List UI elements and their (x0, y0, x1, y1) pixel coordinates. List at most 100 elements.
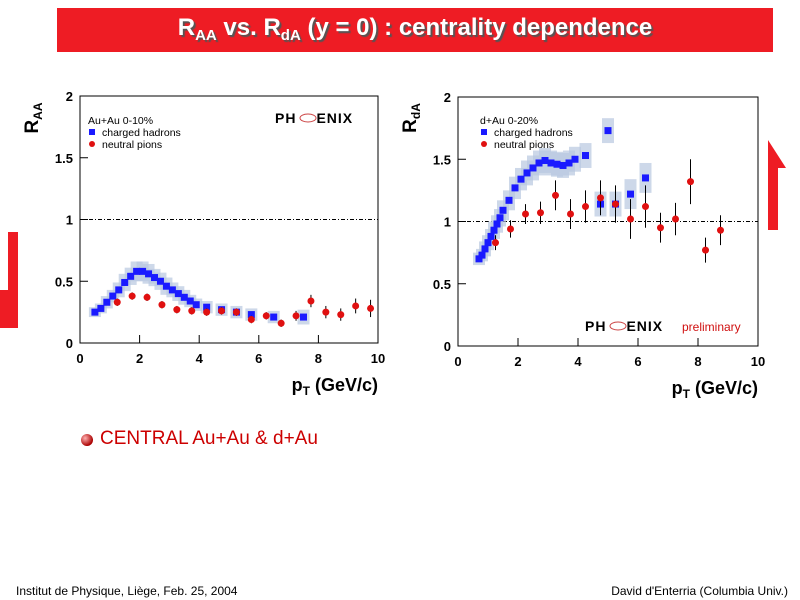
title-sub: AA (195, 27, 217, 44)
point (173, 306, 181, 314)
x-tick-label: 2 (514, 354, 521, 369)
label-sub: dA (409, 103, 423, 119)
point (642, 203, 649, 211)
x-tick-label: 10 (751, 354, 765, 369)
point (687, 178, 694, 186)
point (537, 209, 544, 217)
point (113, 298, 121, 306)
logo-part: PH (275, 110, 296, 126)
point (143, 293, 151, 301)
point (717, 226, 724, 234)
point (300, 313, 307, 321)
point (367, 304, 375, 312)
point (612, 200, 619, 208)
y-tick-label: 1.5 (55, 151, 73, 166)
point (307, 297, 315, 305)
label-part: (GeV/c) (310, 375, 378, 395)
label-part: p (672, 378, 683, 398)
y-tick-label: 1.5 (433, 152, 451, 167)
title: RAA vs. RdA (y = 0) : centrality depende… (57, 8, 773, 52)
x-tick-label: 8 (315, 351, 322, 366)
point (511, 184, 519, 192)
logo-mark (299, 113, 317, 123)
point (168, 286, 176, 294)
point (247, 311, 255, 319)
logo: PH ENIX (275, 110, 353, 126)
legend-marker (481, 141, 487, 147)
point (547, 159, 555, 167)
x-tick-label: 6 (634, 354, 641, 369)
point (657, 224, 664, 232)
point (322, 308, 330, 316)
point (203, 303, 211, 311)
point (247, 316, 255, 324)
point (203, 308, 211, 316)
label-part: R (400, 119, 421, 133)
point (582, 152, 589, 160)
x-tick-label: 2 (136, 351, 143, 366)
footer-right: David d'Enterria (Columbia Univ.) (611, 584, 788, 598)
point (352, 302, 360, 310)
legend-label: charged hadrons (494, 127, 573, 139)
y-tick-label: 2 (444, 90, 451, 105)
point (151, 274, 158, 282)
point (478, 251, 486, 259)
point (145, 270, 153, 278)
point (552, 191, 559, 199)
x-tick-label: 8 (694, 354, 701, 369)
point (559, 161, 567, 169)
point (97, 304, 105, 312)
y-tick-label: 0 (66, 336, 73, 351)
point (337, 311, 345, 319)
annotation: preliminary (682, 320, 741, 334)
down-arrow (0, 290, 18, 328)
y-axis-label: RAA (22, 102, 45, 133)
point (475, 255, 483, 263)
point (627, 190, 634, 198)
point (517, 175, 525, 183)
x-tick-label: 6 (255, 351, 262, 366)
point (604, 127, 612, 135)
y-tick-label: 0.5 (55, 274, 73, 289)
point (121, 278, 129, 286)
point (232, 308, 240, 316)
point (103, 298, 111, 306)
y-axis-label: RdA (400, 103, 423, 133)
point (522, 210, 529, 218)
y-tick-label: 1 (66, 213, 73, 228)
point (262, 312, 270, 320)
point (115, 286, 123, 294)
point (553, 160, 561, 168)
logo-part: ENIX (626, 318, 663, 334)
point (567, 210, 574, 218)
point (133, 267, 141, 275)
x-tick-label: 4 (196, 351, 204, 366)
x-tick-label: 0 (76, 351, 83, 366)
point (597, 194, 604, 202)
label-sub: T (303, 384, 311, 398)
point (162, 282, 170, 290)
up-arrow (768, 140, 786, 230)
title-part: R (177, 14, 196, 41)
point (139, 267, 147, 275)
point (481, 245, 489, 253)
bullet-text: CENTRAL Au+Au & d+Au (100, 428, 318, 449)
point (541, 156, 549, 164)
point (672, 215, 679, 223)
point (582, 203, 589, 211)
x-tick-label: 4 (574, 354, 582, 369)
legend-marker (89, 129, 95, 135)
x-tick-label: 0 (454, 354, 461, 369)
point (642, 174, 649, 182)
down-arrow-stem (8, 232, 18, 290)
label-part: (GeV/c) (690, 378, 758, 398)
y-tick-label: 1 (444, 215, 451, 230)
legend-marker (89, 141, 95, 147)
bullet-icon (81, 434, 93, 446)
point (490, 226, 498, 234)
point (523, 169, 531, 177)
y-tick-label: 2 (66, 89, 73, 104)
label-sub: T (683, 387, 691, 401)
point (156, 277, 164, 285)
